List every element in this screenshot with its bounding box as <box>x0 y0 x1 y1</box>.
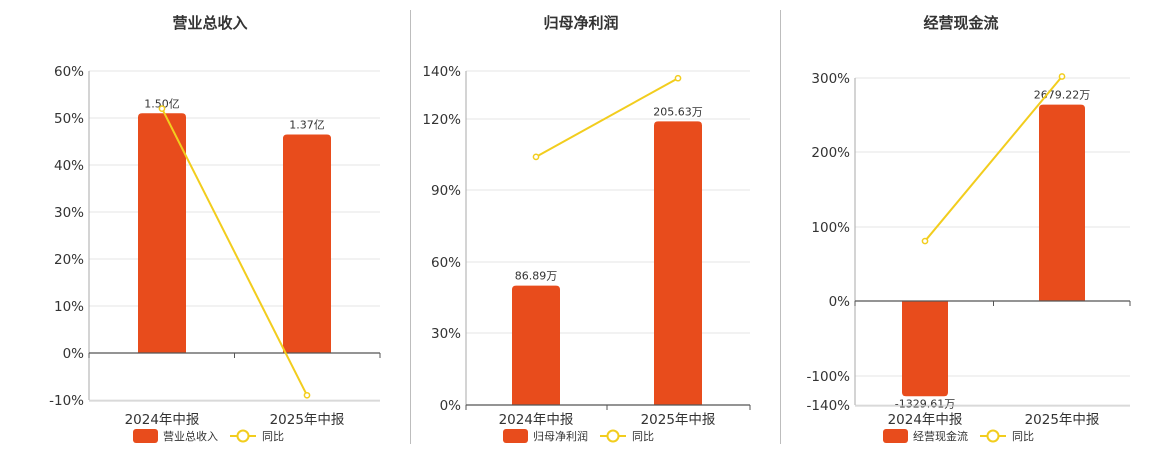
legend-bar-swatch <box>133 429 158 443</box>
x-category-label: 2024年中报 <box>125 412 200 428</box>
legend-line-marker <box>236 429 250 443</box>
x-category-label: 2024年中报 <box>888 412 963 428</box>
yoy-line <box>535 77 679 158</box>
yoy-point <box>674 74 682 82</box>
bar-value-label: 86.89万 <box>515 270 558 283</box>
yoy-point <box>158 105 166 112</box>
y-tick-label: 120% <box>422 112 461 128</box>
bar-value-label: 205.63万 <box>653 105 703 118</box>
bar-value-label: 2679.22万 <box>1034 89 1091 102</box>
bar <box>1039 104 1085 301</box>
legend: 经营现金流 同比 <box>883 429 1034 443</box>
y-tick-label: 90% <box>431 183 461 199</box>
cashflow-chart-panel: 经营现金流 300% 200% 100% 0% -100% -140% -1329.61万 26… <box>781 0 1160 450</box>
yoy-point <box>921 237 929 245</box>
legend-bar-swatch <box>503 429 528 443</box>
revenue-chart-panel: 营业总收入 60% 50% 40% 30% 20% 10% 0% -10% 1.50亿 1.37亿 2… <box>0 0 410 450</box>
bar <box>654 121 702 405</box>
divider-2 <box>780 10 781 444</box>
bar-value-label: -1329.61万 <box>895 397 955 410</box>
bar <box>283 134 331 353</box>
yoy-point <box>532 153 540 161</box>
y-tick-label: -10% <box>49 393 84 409</box>
bar <box>512 285 560 405</box>
x-category-label: 2025年中报 <box>641 412 716 428</box>
y-tick-label: 0% <box>440 398 462 414</box>
bar-value-label: 1.50亿 <box>144 97 180 110</box>
legend: 归母净利润 同比 <box>503 429 654 443</box>
x-category-label: 2024年中报 <box>499 412 574 428</box>
x-category-label: 2025年中报 <box>1025 412 1100 428</box>
legend-line-label: 同比 <box>632 430 654 443</box>
yoy-point <box>303 391 311 399</box>
y-tick-label: 30% <box>431 326 461 342</box>
y-tick-label: 50% <box>54 111 84 127</box>
legend-bar-label: 归母净利润 <box>533 429 588 443</box>
y-tick-label: -140% <box>807 398 851 414</box>
legend-line-label: 同比 <box>1012 430 1034 443</box>
revenue-chart: 营业总收入 60% 50% 40% 30% 20% 10% 0% -10% 1.50亿 1.37亿 2… <box>49 14 381 443</box>
legend-bar-swatch <box>883 429 908 443</box>
y-tick-label: 60% <box>431 255 461 271</box>
x-category-label: 2025年中报 <box>270 412 345 428</box>
legend-bar-label: 经营现金流 <box>913 429 968 443</box>
y-tick-label: 40% <box>54 158 84 174</box>
chart-title: 营业总收入 <box>172 14 247 32</box>
y-tick-label: 0% <box>829 294 851 310</box>
legend-line-marker <box>606 429 620 443</box>
y-tick-label: 0% <box>63 346 85 362</box>
legend-bar-label: 营业总收入 <box>163 429 218 443</box>
y-tick-label: 140% <box>422 64 461 80</box>
bar <box>138 113 186 353</box>
y-tick-label: -100% <box>807 369 851 385</box>
divider-1 <box>410 10 411 444</box>
bar <box>902 301 948 397</box>
legend: 营业总收入 同比 <box>133 429 284 443</box>
y-tick-label: 20% <box>54 252 84 268</box>
y-tick-label: 30% <box>54 205 84 221</box>
y-tick-label: 100% <box>811 220 850 236</box>
cashflow-chart: 经营现金流 300% 200% 100% 0% -100% -140% -1329.61万 26… <box>807 14 1131 443</box>
y-tick-label: 60% <box>54 64 84 80</box>
yoy-point <box>1058 73 1066 80</box>
net-profit-chart: 归母净利润 140% 120% 90% 60% 30% 0% 86.89万 205.63万 202… <box>422 14 751 443</box>
yoy-line <box>161 108 308 396</box>
yoy-line <box>924 75 1063 242</box>
y-tick-label: 200% <box>811 145 850 161</box>
legend-line-label: 同比 <box>262 430 284 443</box>
y-tick-label: 300% <box>811 71 850 87</box>
net-profit-chart-panel: 归母净利润 140% 120% 90% 60% 30% 0% 86.89万 205.63万 202… <box>411 0 780 450</box>
chart-title: 归母净利润 <box>543 14 618 32</box>
legend-line-marker <box>986 429 1000 443</box>
bar-value-label: 1.37亿 <box>289 118 325 131</box>
chart-title: 经营现金流 <box>923 14 998 32</box>
y-tick-label: 10% <box>54 299 84 315</box>
